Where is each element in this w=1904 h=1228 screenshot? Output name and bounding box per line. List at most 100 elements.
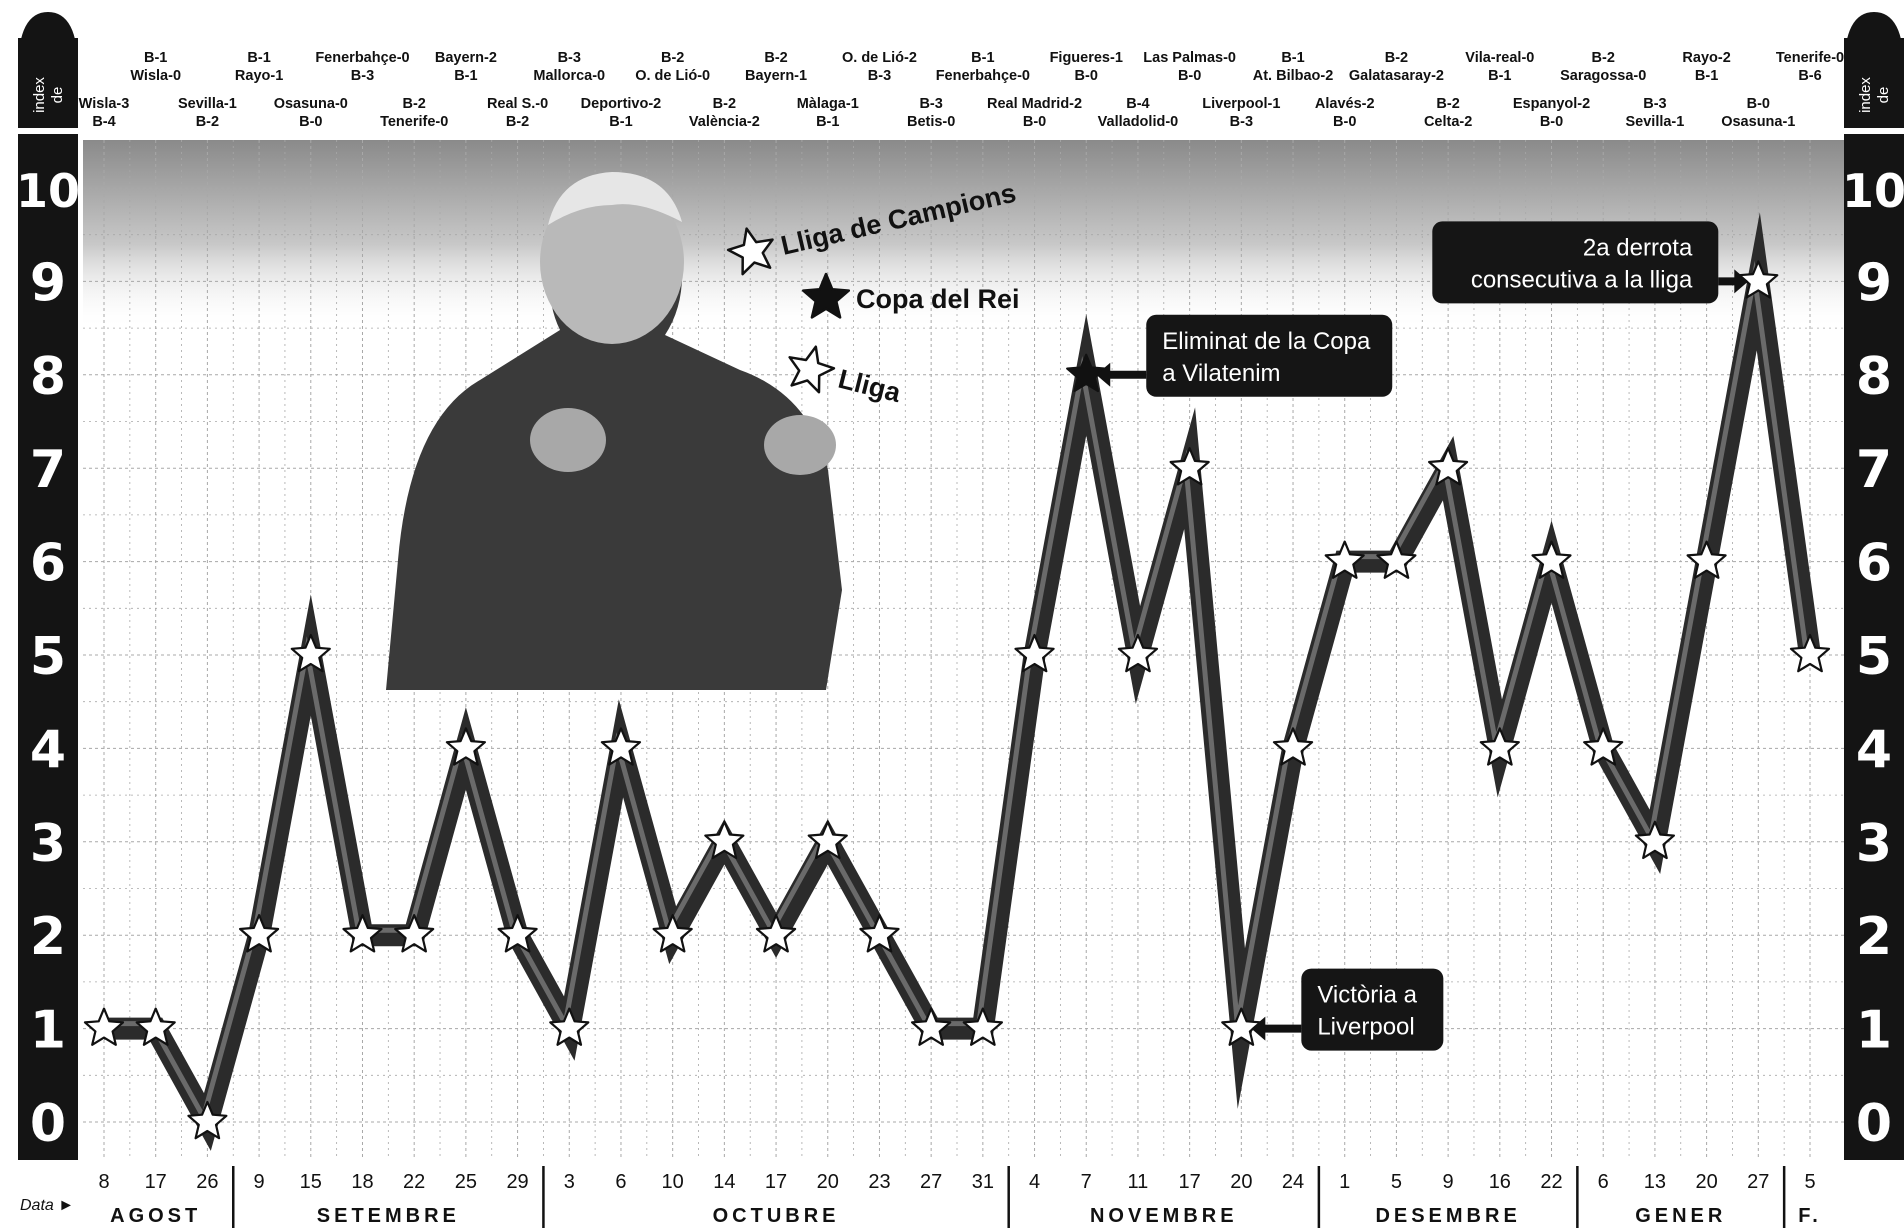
match-label-line2: B-1 xyxy=(1695,68,1718,84)
x-tick-label: 15 xyxy=(300,1171,322,1193)
match-label-line2: València-2 xyxy=(689,114,760,130)
match-label-line2: Celta-2 xyxy=(1424,114,1472,130)
y-tick-label: 2 xyxy=(1856,907,1892,967)
y-tick-label: 8 xyxy=(1856,347,1892,407)
y-tick-label: 0 xyxy=(1856,1094,1892,1154)
right-axis-label-2: de xyxy=(1875,87,1892,104)
match-label-line1: Osasuna-0 xyxy=(274,96,348,112)
data-point-star xyxy=(911,1007,952,1046)
annotations: Eliminat de la Copa a Vilatenim Victòria a… xyxy=(1096,221,1749,1051)
photo-hand-left xyxy=(530,408,606,472)
data-point-star xyxy=(135,1007,176,1046)
match-label-line1: Liverpool-1 xyxy=(1202,96,1280,112)
match-label-line1: B-3 xyxy=(1643,96,1666,112)
x-tick-label: 1 xyxy=(1339,1171,1350,1193)
x-tick-label: 23 xyxy=(868,1171,890,1193)
match-label-line1: Vila-real-0 xyxy=(1465,50,1534,66)
match-label-line1: Deportivo-2 xyxy=(581,96,662,112)
match-label-line1: B-3 xyxy=(919,96,942,112)
match-label-line1: Alavés-2 xyxy=(1315,96,1375,112)
callout-text: Victòria a xyxy=(1317,982,1417,1009)
x-tick-label: 20 xyxy=(1230,1171,1252,1193)
match-label-line2: Tenerife-0 xyxy=(380,114,448,130)
right-axis: index de 0 1 2 3 4 5 6 7 8 9 10 xyxy=(1842,12,1904,1160)
match-label-line2: Bayern-1 xyxy=(745,68,807,84)
match-label-line2: Betis-0 xyxy=(907,114,955,130)
x-tick-label: 6 xyxy=(1598,1171,1609,1193)
match-labels: Wisla-3 B-4 B-1 Wisla-0 Sevilla-1 B-2 B-1 Rayo-… xyxy=(79,50,1844,130)
x-tick-label: 31 xyxy=(972,1171,994,1193)
right-axis-bar xyxy=(1844,38,1904,1160)
right-axis-divider xyxy=(1844,128,1904,134)
data-point-star xyxy=(1634,820,1675,860)
match-label-line1: B-2 xyxy=(1592,50,1615,66)
data-point-star xyxy=(549,1007,590,1046)
x-tick-label: 14 xyxy=(713,1171,735,1193)
x-axis-label: Data ► xyxy=(20,1197,74,1214)
month-label: NOVEMBRE xyxy=(1090,1205,1238,1227)
month-label: F. xyxy=(1798,1205,1822,1227)
match-label-line2: B-0 xyxy=(1178,68,1201,84)
photo-silhouette-body xyxy=(386,184,842,691)
data-point-star xyxy=(807,820,848,860)
y-tick-label: 1 xyxy=(1856,1001,1892,1061)
y-tick-label: 8 xyxy=(30,347,66,407)
data-point-star xyxy=(497,914,538,953)
coach-photo xyxy=(386,172,842,691)
match-label-line1: B-2 xyxy=(1436,96,1459,112)
data-point-star xyxy=(1583,727,1624,766)
match-label-line1: B-1 xyxy=(1281,50,1304,66)
month-label: SETEMBRE xyxy=(317,1205,460,1227)
match-label-line1: B-2 xyxy=(764,50,787,66)
data-point-star xyxy=(1014,633,1055,673)
match-label-line2: B-0 xyxy=(1333,114,1356,130)
match-label-line2: Saragossa-0 xyxy=(1560,68,1646,84)
x-tick-label: 9 xyxy=(1443,1171,1454,1193)
match-label-line1: Figueres-1 xyxy=(1050,50,1123,66)
match-label-line1: Real Madrid-2 xyxy=(987,96,1082,112)
match-label-line2: B-3 xyxy=(1230,114,1253,130)
data-point-star xyxy=(1169,447,1210,486)
data-point-star xyxy=(445,727,486,766)
y-tick-label: 9 xyxy=(1856,253,1892,313)
x-tick-label: 10 xyxy=(662,1171,684,1193)
callout-box xyxy=(1432,221,1719,304)
data-point-star xyxy=(1376,540,1417,579)
annotation-callout: Victòria a Liverpool xyxy=(1251,968,1444,1051)
y-tick-label: 3 xyxy=(1856,814,1892,874)
x-tick-label: 25 xyxy=(455,1171,477,1193)
match-label-line2: B-1 xyxy=(816,114,839,130)
match-label-line1: Rayo-2 xyxy=(1682,50,1730,66)
match-label-line1: B-0 xyxy=(1747,96,1770,112)
match-label-line1: Las Palmas-0 xyxy=(1143,50,1236,66)
callout-arrow xyxy=(1251,1016,1302,1041)
y-tick-label: 10 xyxy=(1842,164,1904,218)
callout-box xyxy=(1146,314,1393,397)
photo-hand-right xyxy=(764,415,836,475)
x-tick-label: 27 xyxy=(1747,1171,1769,1193)
left-axis-label: index xyxy=(31,77,48,113)
x-tick-label: 22 xyxy=(403,1171,425,1193)
left-axis: index de 0 1 2 3 4 5 6 7 8 9 10 xyxy=(16,12,80,1160)
data-point-star xyxy=(187,1100,228,1140)
x-tick-label: 18 xyxy=(351,1171,373,1193)
callout-text: a Vilatenim xyxy=(1162,360,1280,387)
legend-item: Copa del Rei xyxy=(801,272,1020,319)
left-axis-cap xyxy=(18,12,78,70)
match-label-line1: B-1 xyxy=(971,50,994,66)
y-tick-label: 5 xyxy=(30,627,66,687)
match-label-line2: Rayo-1 xyxy=(235,68,283,84)
x-tick-label: 17 xyxy=(1179,1171,1201,1193)
data-point-star xyxy=(1531,540,1572,579)
match-label-line2: B-6 xyxy=(1798,68,1821,84)
month-label: DESEMBRE xyxy=(1375,1205,1520,1227)
month-label: OCTUBRE xyxy=(713,1205,840,1227)
data-point-star xyxy=(1117,633,1159,673)
y-tick-label: 9 xyxy=(30,253,66,313)
match-label-line1: Tenerife-0 xyxy=(1776,50,1844,66)
data-point-star xyxy=(83,1007,125,1046)
data-point-star xyxy=(1221,1007,1262,1046)
match-label-line1: B-2 xyxy=(661,50,684,66)
match-label-line1: O. de Lió-2 xyxy=(842,50,917,66)
